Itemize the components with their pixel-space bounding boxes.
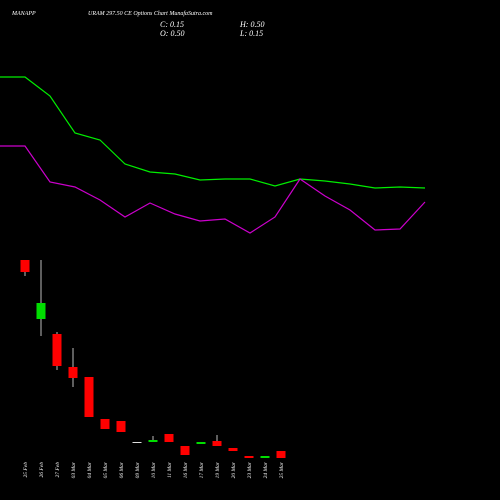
candle-body (132, 442, 142, 443)
x-tick-label: 27 Feb (55, 462, 61, 478)
candle-body (148, 440, 158, 442)
candle-body (276, 451, 286, 458)
candle-body (228, 448, 238, 451)
candle-body (260, 456, 270, 458)
x-tick-label: 06 Mar (119, 461, 125, 478)
x-tick-label: 19 Mar (215, 461, 221, 478)
indicator-line (0, 76, 426, 189)
candle-body (116, 421, 126, 432)
x-tick-label: 24 Mar (262, 461, 269, 478)
x-tick-label: 09 Mar (135, 461, 141, 478)
stat-low: L: 0.15 (239, 29, 263, 38)
chart-title: MANAPP (11, 11, 36, 17)
x-tick-label: 17 Mar (199, 461, 205, 478)
candle-body (36, 303, 46, 319)
x-tick-label: 20 Mar (231, 461, 237, 478)
x-tick-label: 03 Mar (71, 461, 77, 478)
candle-body (244, 456, 254, 458)
candle-body (212, 441, 222, 446)
candle-body (100, 419, 110, 429)
candle-body (164, 434, 174, 442)
stat-high: H: 0.50 (239, 20, 264, 29)
x-tick-label: 05 Mar (103, 461, 109, 478)
x-tick-label: 16 Mar (183, 461, 189, 478)
x-tick-label: 25 Mar (279, 461, 285, 478)
stat-open: O: 0.50 (160, 29, 184, 38)
indicator-line (0, 145, 426, 234)
candle-body (68, 367, 78, 378)
candle-body (52, 334, 62, 366)
candle-body (84, 377, 94, 417)
stat-close: C: 0.15 (160, 20, 184, 29)
candle-body (20, 260, 30, 272)
candle-body (180, 446, 190, 455)
candle-body (196, 442, 206, 444)
x-tick-label: 26 Feb (39, 462, 45, 478)
x-tick-label: 04 Mar (86, 461, 93, 478)
x-tick-label: 10 Mar (151, 461, 157, 478)
x-tick-label: 25 Feb (23, 462, 29, 478)
x-tick-label: 11 Mar (167, 461, 173, 478)
x-tick-label: 23 Mar (247, 461, 253, 478)
chart-subtitle: URAM 297.50 CE Options Chart MunafaSutra… (88, 10, 213, 17)
